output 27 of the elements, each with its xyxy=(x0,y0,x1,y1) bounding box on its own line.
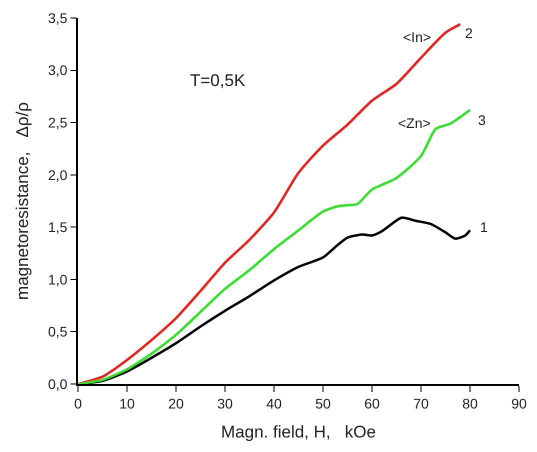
x-tick-label: 20 xyxy=(168,396,184,412)
x-tick-label: 30 xyxy=(217,396,233,412)
x-tick-label: 70 xyxy=(413,396,429,412)
annotation: 2 xyxy=(465,25,473,41)
annotation: 1 xyxy=(480,219,488,235)
x-tick-label: 80 xyxy=(462,396,478,412)
x-tick-label: 50 xyxy=(315,396,331,412)
x-tick-label: 60 xyxy=(364,396,380,412)
y-tick-label: 3,0 xyxy=(48,62,68,78)
y-axis-title: magnetoresistance, Δρ/ρ xyxy=(13,102,32,300)
line-series xyxy=(78,23,462,384)
annotation: <Zn> xyxy=(398,115,431,131)
y-tick-label: 3,5 xyxy=(48,10,68,26)
x-tick-label: 0 xyxy=(74,396,82,412)
y-tick-label: 2,0 xyxy=(48,166,68,183)
y-tick-label: 1,0 xyxy=(48,271,68,288)
y-tick-label: 0,5 xyxy=(48,324,68,340)
x-tick-label: 40 xyxy=(266,396,282,412)
y-tick-label: 1,5 xyxy=(48,219,68,236)
x-tick-label: 90 xyxy=(511,396,527,412)
annotation: T=0,5K xyxy=(190,71,246,90)
annotation: 3 xyxy=(478,112,486,128)
x-axis-title: Magn. field, H, kOe xyxy=(221,422,376,442)
y-tick-label: 2,5 xyxy=(48,114,68,130)
annotation: <In> xyxy=(403,29,432,45)
y-tick-label: 0,0 xyxy=(48,376,68,392)
x-tick-label: 10 xyxy=(119,396,135,412)
